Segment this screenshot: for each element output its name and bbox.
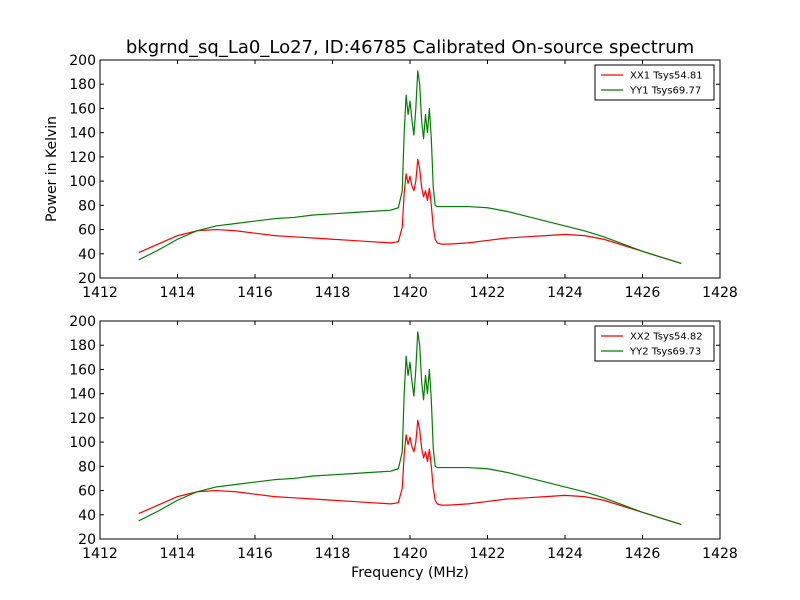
y-tick-label: 160	[69, 101, 96, 117]
x-tick-label: 1426	[625, 285, 661, 301]
x-tick-label: 1416	[237, 285, 273, 301]
x-axis-label: Frequency (MHz)	[351, 565, 469, 581]
y-tick-label: 60	[78, 223, 96, 239]
x-tick-label: 1414	[160, 285, 196, 301]
x-tick-label: 1422	[470, 285, 506, 301]
legend-label: XX1 Tsys54.81	[630, 71, 703, 82]
x-tick-label: 1416	[237, 546, 273, 562]
y-tick-label: 140	[69, 387, 96, 403]
y-tick-label: 20	[78, 532, 96, 548]
y-tick-label: 40	[78, 247, 96, 263]
legend-label: XX2 Tsys54.82	[630, 332, 703, 343]
panel-2: 1412 1414 1416 1418 1420 1422 1424 1426 1428 20 40…	[69, 314, 738, 562]
x-tick-label: 1428	[702, 285, 738, 301]
legend-box	[594, 64, 715, 101]
y-tick-label: 80	[78, 198, 96, 214]
x-tick-label: 1424	[547, 285, 583, 301]
x-tick-label: 1412	[82, 546, 118, 562]
y-tick-label: 120	[69, 411, 96, 427]
y-tick-label: 100	[69, 435, 96, 451]
y-tick-label: 20	[78, 271, 96, 287]
y-tick-label: 160	[69, 362, 96, 378]
x-tick-label: 1418	[315, 546, 351, 562]
panel-1: 1412 1414 1416 1418 1420 1422 1424 1426 1428 20 40…	[69, 53, 738, 301]
figure-title: bkgrnd_sq_La0_Lo27, ID:46785 Calibrated …	[126, 37, 694, 58]
series-line-2	[138, 70, 682, 265]
series-line-1	[138, 158, 682, 265]
x-tick-label: 1414	[160, 546, 196, 562]
y-tick-label: 40	[78, 508, 96, 524]
series-line-2	[138, 331, 682, 526]
x-tick-label: 1412	[82, 285, 118, 301]
y-tick-label: 200	[69, 314, 96, 330]
legend: XX1 Tsys54.81 YY1 Tsys69.77	[594, 64, 715, 101]
y-tick-label: 140	[69, 126, 96, 142]
legend: XX2 Tsys54.82 YY2 Tsys69.73	[594, 325, 715, 362]
y-tick-label: 100	[69, 174, 96, 190]
y-tick-label: 60	[78, 484, 96, 500]
series-line-1	[138, 419, 682, 526]
x-tick-label: 1420	[392, 546, 428, 562]
plot-panels: 1412 1414 1416 1418 1420 1422 1424 1426 1428 20 40…	[69, 53, 738, 562]
x-tick-label: 1424	[547, 546, 583, 562]
x-tick-label: 1426	[625, 546, 661, 562]
x-tick-label: 1418	[315, 285, 351, 301]
x-tick-label: 1420	[392, 285, 428, 301]
y-tick-label: 180	[69, 77, 96, 93]
y-tick-label: 80	[78, 459, 96, 475]
y-tick-label: 200	[69, 53, 96, 69]
y-tick-label: 180	[69, 338, 96, 354]
legend-label: YY2 Tsys69.73	[629, 347, 701, 358]
x-tick-label: 1422	[470, 546, 506, 562]
y-tick-label: 120	[69, 150, 96, 166]
legend-label: YY1 Tsys69.77	[629, 86, 701, 97]
legend-box	[594, 325, 715, 362]
y-axis-label: Power in Kelvin	[44, 116, 60, 222]
x-tick-label: 1428	[702, 546, 738, 562]
